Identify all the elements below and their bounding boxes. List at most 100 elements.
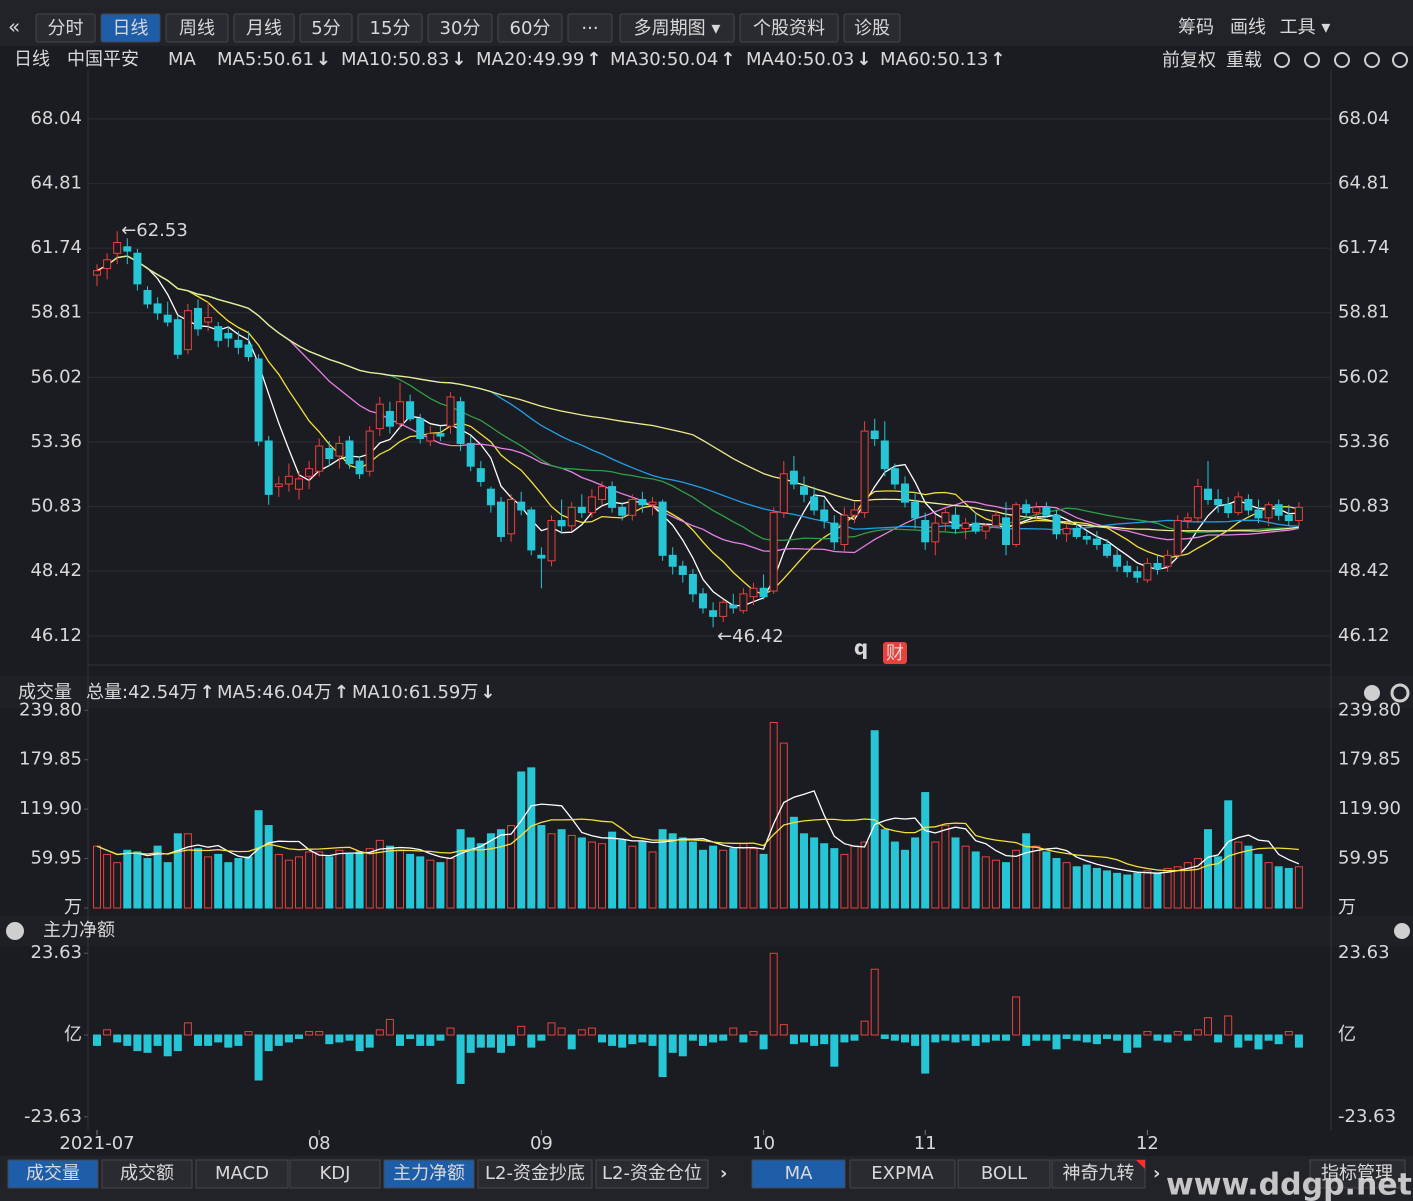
tab-label[interactable]: 指标管理 — [1321, 1163, 1393, 1184]
toolbar-button[interactable] — [299, 13, 353, 43]
tab[interactable] — [751, 1159, 846, 1189]
close-icon[interactable] — [1364, 685, 1380, 701]
toolbar-button[interactable] — [427, 13, 493, 43]
reload-label[interactable]: 重载 — [1226, 50, 1262, 71]
toolbar-button[interactable] — [165, 13, 229, 43]
candle-body — [699, 593, 707, 609]
tab[interactable] — [849, 1159, 956, 1189]
candle-body — [446, 396, 455, 427]
toolbar-button[interactable] — [35, 13, 96, 43]
toolbar-label[interactable]: 60分 — [510, 18, 551, 39]
flow-bar — [587, 1027, 596, 1036]
candle-body — [113, 241, 122, 254]
toolbar-button[interactable] — [233, 13, 295, 43]
tab[interactable] — [195, 1159, 289, 1189]
volume-bar — [860, 841, 869, 909]
settings-icon[interactable] — [1390, 683, 1410, 703]
y-tick-label-right: 亿 — [1338, 1024, 1356, 1045]
flow-bar — [456, 1034, 465, 1084]
flow-bar — [820, 1034, 829, 1045]
tab[interactable] — [101, 1159, 193, 1189]
finance-marker[interactable]: 财 — [886, 643, 904, 664]
x-tick-label: 11 — [914, 1133, 937, 1154]
candle-body — [911, 501, 920, 519]
tab-next[interactable]: › — [720, 1163, 727, 1184]
close-icon[interactable] — [1394, 923, 1410, 939]
flow-bar — [1284, 1031, 1293, 1036]
toolbar-right[interactable]: 筹码 — [1178, 17, 1214, 38]
toolbar-label[interactable]: 30分 — [440, 18, 481, 39]
volume-header — [0, 676, 1413, 708]
adjust-label[interactable]: 前复权 — [1162, 50, 1216, 71]
toolbar-button[interactable] — [100, 13, 161, 43]
candle-body — [800, 486, 808, 495]
toolbar-label[interactable]: 多周期图 ▾ — [634, 18, 721, 39]
tab-label[interactable]: 主力净额 — [393, 1163, 465, 1184]
toolbar-label[interactable]: 分时 — [48, 18, 84, 39]
tab[interactable] — [477, 1159, 593, 1189]
tab-next[interactable]: › — [1153, 1163, 1160, 1184]
tab-label[interactable]: EXPMA — [871, 1163, 934, 1184]
event-marker[interactable]: q — [854, 636, 868, 660]
toolbar-right[interactable]: 工具 ▾ — [1280, 17, 1331, 38]
candle-body — [759, 587, 768, 598]
tab-label[interactable]: BOLL — [981, 1163, 1027, 1184]
candle-body — [941, 512, 950, 524]
tab-label[interactable]: KDJ — [320, 1163, 351, 1184]
volume-ma-line — [96, 790, 1300, 874]
flow-bar — [133, 1034, 142, 1052]
tool-icon[interactable] — [1334, 52, 1350, 68]
tab-label[interactable]: MA — [785, 1163, 814, 1184]
volume-bar — [1012, 849, 1021, 909]
candle-body — [598, 486, 606, 501]
tab[interactable] — [957, 1159, 1051, 1189]
volume-bar — [759, 853, 768, 909]
tab-label[interactable]: 成交量 — [26, 1163, 80, 1184]
flow-bar — [931, 1034, 940, 1043]
toolbar-button[interactable] — [619, 13, 735, 43]
tab[interactable] — [595, 1159, 709, 1189]
y-tick-label-right: 64.81 — [1338, 173, 1390, 194]
tab[interactable] — [7, 1159, 99, 1189]
tool-icon[interactable] — [1304, 52, 1320, 68]
toolbar-button[interactable] — [567, 13, 613, 43]
toolbar-button[interactable] — [497, 13, 563, 43]
tab-label[interactable]: 成交额 — [120, 1163, 174, 1184]
toolbar-label[interactable]: 周线 — [179, 18, 215, 39]
tab-label[interactable]: L2-资金仓位 — [602, 1163, 702, 1184]
flow-bar — [850, 1034, 859, 1041]
volume-bar — [1153, 872, 1162, 909]
toolbar-button[interactable] — [357, 13, 423, 43]
toolbar-button[interactable] — [843, 13, 901, 43]
flow-bar — [1092, 1034, 1101, 1045]
toolbar-label[interactable]: 15分 — [370, 18, 411, 39]
toolbar-button[interactable] — [739, 13, 839, 43]
toolbar-right[interactable]: 画线 — [1230, 17, 1266, 38]
finance-marker-bg[interactable] — [883, 642, 907, 664]
toolbar-label[interactable]: 日线 — [113, 18, 149, 39]
back-arrow[interactable]: « — [8, 15, 20, 39]
tab[interactable] — [289, 1159, 381, 1189]
collapse-icon[interactable] — [6, 922, 24, 940]
toolbar-label[interactable]: 5分 — [311, 18, 340, 39]
tab-label[interactable]: 神奇九转 — [1063, 1163, 1135, 1184]
volume-bar — [527, 767, 536, 909]
y-tick-label-right: 68.04 — [1338, 108, 1390, 129]
y-tick-label-right: 119.90 — [1338, 798, 1401, 819]
flow-bar — [517, 1025, 526, 1036]
toolbar-label[interactable]: 个股资料 — [753, 18, 825, 39]
tab[interactable] — [1309, 1159, 1406, 1189]
tab-label[interactable]: MACD — [215, 1163, 269, 1184]
candle-body — [1284, 514, 1293, 522]
tab-label[interactable]: L2-资金抄底 — [485, 1163, 585, 1184]
tab[interactable] — [383, 1159, 475, 1189]
tab[interactable] — [1051, 1159, 1146, 1189]
toolbar-label[interactable]: 诊股 — [854, 18, 890, 39]
toolbar-label[interactable]: ··· — [581, 18, 598, 39]
tool-icon[interactable] — [1364, 52, 1380, 68]
tool-icon[interactable] — [1274, 52, 1290, 68]
volume-bar — [830, 848, 839, 909]
tool-icon[interactable] — [1392, 52, 1408, 68]
toolbar-label[interactable]: 月线 — [246, 18, 282, 39]
